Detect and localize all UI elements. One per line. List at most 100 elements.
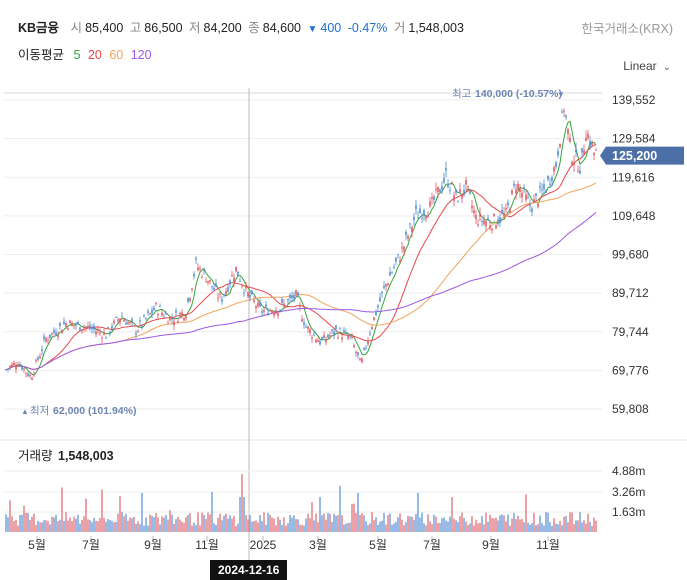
- candle-body: [405, 231, 407, 236]
- candle-body: [423, 210, 425, 216]
- y-tick-label: 129,584: [612, 132, 656, 146]
- volume-bar: [335, 515, 337, 532]
- volume-bar: [285, 525, 287, 532]
- candle-body: [29, 375, 31, 377]
- candle-body: [145, 317, 147, 319]
- volume-bar: [521, 518, 523, 532]
- ma-label: 이동평균: [18, 48, 65, 62]
- candle-body: [311, 337, 313, 339]
- candle-body: [87, 325, 89, 327]
- candle-body: [93, 325, 95, 330]
- candle-body: [15, 366, 17, 370]
- volume-bar: [197, 512, 199, 532]
- scale-dropdown[interactable]: Linear ⌄: [623, 59, 671, 73]
- volume-bar: [189, 513, 191, 532]
- candle-body: [471, 205, 473, 209]
- candle-body: [63, 321, 65, 325]
- x-tick-label: 3월: [309, 538, 327, 552]
- volume-bar: [339, 485, 341, 532]
- volume-bar: [161, 516, 163, 532]
- candle-body: [227, 287, 229, 292]
- volume-bar: [159, 524, 161, 532]
- volume-bar: [413, 520, 415, 532]
- candle-body: [375, 311, 377, 316]
- y-tick-label: 139,552: [612, 93, 656, 107]
- volume-bar: [579, 512, 581, 532]
- volume-bar: [279, 519, 281, 532]
- candle-body: [351, 336, 353, 338]
- candle-body: [489, 225, 491, 229]
- volume-bar: [265, 524, 267, 532]
- candle-body: [95, 331, 97, 335]
- high-label: 고: [129, 21, 142, 35]
- volume-bar: [129, 517, 131, 532]
- candle-body: [571, 161, 573, 166]
- candle-body: [257, 302, 259, 307]
- candle-body: [337, 336, 339, 339]
- chevron-down-icon: ⌄: [662, 62, 671, 73]
- volume-bar: [523, 522, 525, 532]
- candle-body: [291, 295, 293, 299]
- candle-body: [397, 254, 399, 256]
- volume-bar: [233, 515, 235, 532]
- volume-bar: [7, 517, 9, 532]
- candle-body: [35, 359, 37, 362]
- volume-bar: [443, 517, 445, 532]
- candle-body: [535, 193, 537, 196]
- volume-bar: [429, 521, 431, 532]
- candle-body: [251, 290, 253, 295]
- candle-body: [261, 311, 263, 313]
- volume-bar: [455, 520, 457, 532]
- candle-body: [443, 177, 445, 183]
- down-triangle-icon: ▼: [307, 24, 318, 35]
- y-tick-label: 89,712: [612, 286, 649, 300]
- candle-body: [425, 215, 427, 219]
- volume-bar: [283, 517, 285, 532]
- candle-body: [229, 280, 231, 285]
- volume-bar: [123, 516, 125, 532]
- candle-body: [129, 321, 131, 323]
- candle-body: [243, 292, 245, 294]
- candle-body: [379, 297, 381, 302]
- candle-body: [383, 285, 385, 288]
- candle-body: [247, 292, 249, 297]
- candle-body: [361, 358, 363, 363]
- volume-bar: [553, 518, 555, 532]
- volume-bar: [441, 518, 443, 532]
- volume-bar: [193, 522, 195, 532]
- volume-bar: [221, 520, 223, 532]
- candle-body: [287, 299, 289, 301]
- candle-body: [527, 197, 529, 199]
- volume-bar: [391, 524, 393, 532]
- volume-bar: [65, 512, 67, 532]
- volume-bar: [393, 523, 395, 532]
- volume-bar: [219, 513, 221, 532]
- volume-bar: [561, 525, 563, 532]
- volume-bar: [415, 513, 417, 532]
- candle-body: [245, 286, 247, 289]
- volume-bar: [511, 518, 513, 532]
- volume-bar: [145, 517, 147, 532]
- candle-body: [161, 312, 163, 316]
- candle-body: [587, 133, 589, 139]
- candle-body: [321, 337, 323, 340]
- volume-bar: [55, 514, 57, 532]
- volume-bar: [385, 524, 387, 532]
- candle-body: [331, 329, 333, 331]
- volume-bar: [469, 523, 471, 532]
- candle-body: [167, 322, 169, 324]
- candle-body: [391, 272, 393, 274]
- candle-body: [369, 333, 371, 335]
- volume-bar: [9, 500, 11, 532]
- candle-body: [155, 302, 157, 305]
- volume-bar: [321, 515, 323, 532]
- ma-120-line: [5, 212, 597, 371]
- candle-body: [259, 302, 261, 307]
- volume-bar: [473, 525, 475, 532]
- volume-bar: [589, 521, 591, 532]
- volume-tick-label: 1.63m: [612, 505, 645, 519]
- volume-bar: [365, 521, 367, 532]
- candle-body: [465, 180, 467, 185]
- volume-bar: [363, 515, 365, 532]
